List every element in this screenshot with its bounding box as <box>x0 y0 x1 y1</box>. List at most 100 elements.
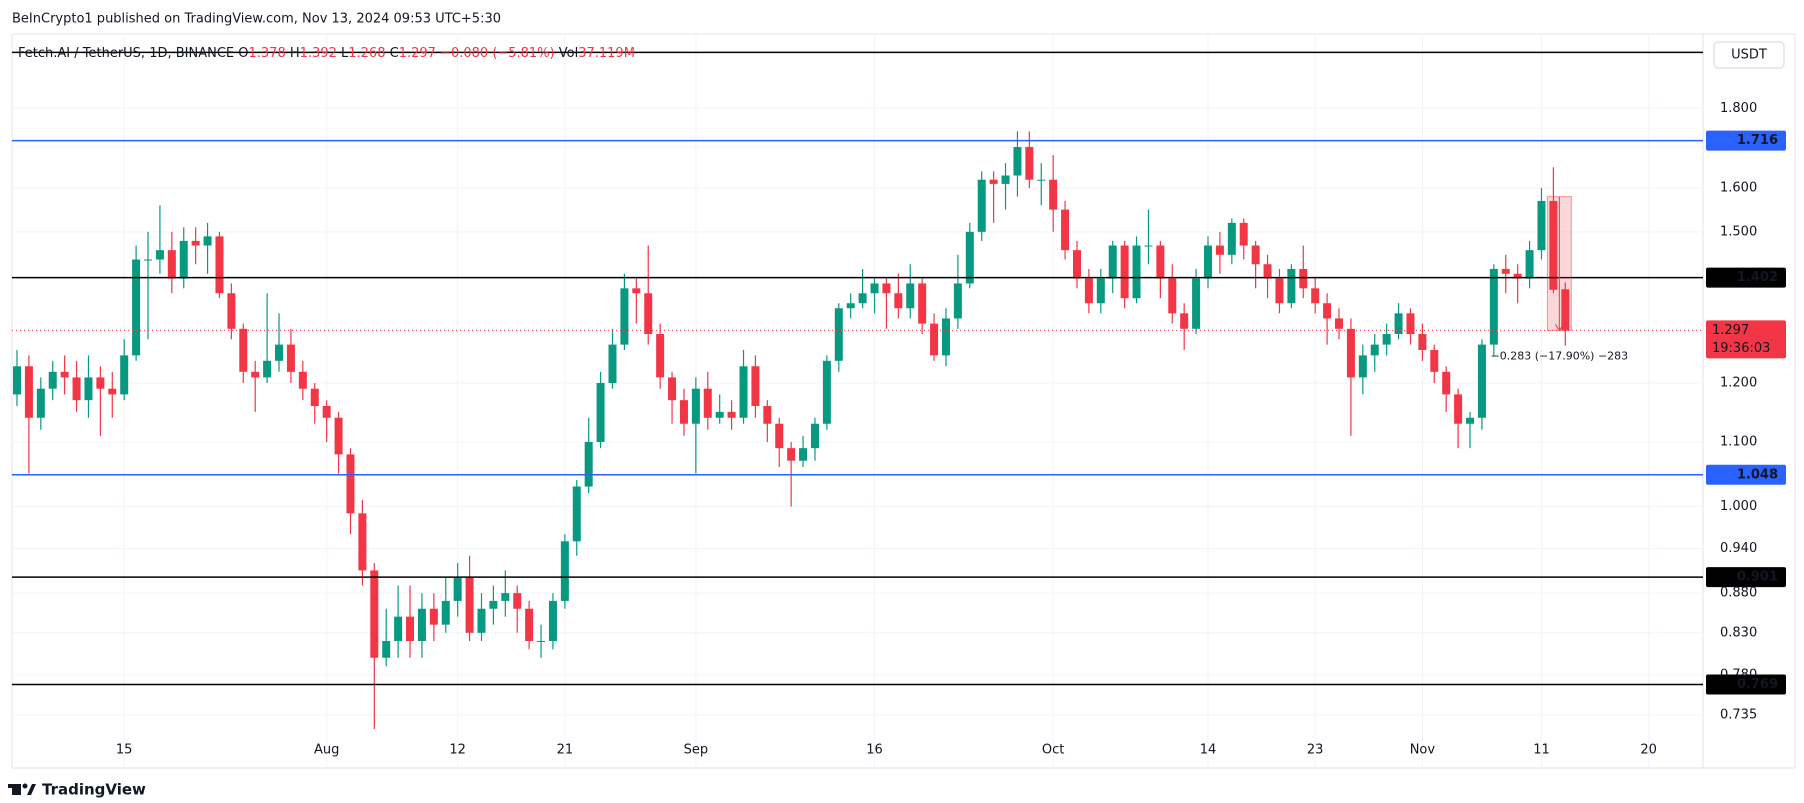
candle-body <box>703 388 712 418</box>
y-tick-label: 0.830 <box>1720 625 1757 640</box>
candle-body <box>548 600 557 642</box>
candle-body <box>763 405 772 424</box>
candle-body <box>584 441 593 487</box>
legend-label: C <box>390 46 399 61</box>
candle-body <box>1180 313 1189 329</box>
candle-body <box>346 454 355 514</box>
candle-body <box>191 240 200 246</box>
candle-body <box>906 283 915 309</box>
candle-body <box>775 423 784 449</box>
x-tick-label: 21 <box>557 743 574 758</box>
x-tick-label: 15 <box>116 743 133 758</box>
candle-body <box>918 283 927 324</box>
candle-body <box>167 250 176 279</box>
candle-body <box>453 577 462 601</box>
level-label: 0.769 <box>1737 677 1778 692</box>
currency[interactable]: USDT <box>1731 48 1767 63</box>
candle-body <box>1192 278 1201 329</box>
level-badge <box>1706 567 1786 588</box>
candle-body <box>251 371 260 378</box>
candle-body <box>1454 394 1463 424</box>
candle-body <box>1370 344 1379 356</box>
candle-body <box>525 608 534 642</box>
candle-body <box>203 236 212 246</box>
candle-body <box>1025 147 1034 180</box>
x-tick-label: 23 <box>1307 743 1324 758</box>
candle-body <box>1489 268 1498 345</box>
candle-body <box>930 323 939 356</box>
x-tick-label: Nov <box>1410 743 1436 758</box>
candle-body <box>1084 278 1093 304</box>
currency-box[interactable] <box>1713 41 1785 69</box>
candle-body <box>1072 250 1081 279</box>
candle-body <box>394 616 403 642</box>
candle-body <box>263 360 272 378</box>
candle-body <box>537 641 546 643</box>
candle-body <box>810 423 819 449</box>
candle-body <box>441 600 450 625</box>
legend-change: −0.080 (−5.81%) <box>440 46 555 61</box>
candle-body <box>1442 371 1451 395</box>
candle-body <box>144 259 153 261</box>
level-label: 1.716 <box>1737 133 1778 148</box>
candle-body <box>1061 209 1070 251</box>
legend-symbol: Fetch.AI / TetherUS, 1D, BINANCE <box>18 46 234 61</box>
candle-body <box>298 371 307 389</box>
y-tick-label: 0.735 <box>1720 708 1757 723</box>
x-tick-label: Oct <box>1042 743 1064 758</box>
candle-body <box>239 328 248 372</box>
x-tick-label: 11 <box>1533 743 1550 758</box>
candle-body <box>1120 245 1129 299</box>
level-label: 1.402 <box>1737 270 1778 285</box>
candle-body <box>310 388 319 406</box>
candle-body <box>1049 179 1058 210</box>
candle-body <box>1323 303 1332 319</box>
candle-body <box>751 366 760 406</box>
y-tick-label: 1.000 <box>1720 499 1757 514</box>
y-tick-label: 1.500 <box>1720 224 1757 239</box>
legend-value: 1.392 <box>300 46 337 61</box>
candle-body <box>1204 245 1212 279</box>
legend: Fetch.AI / TetherUS, 1D, BINANCE O1.378 … <box>18 46 635 61</box>
candle-body <box>227 293 236 329</box>
candle-body <box>1275 278 1284 304</box>
last-price-badge <box>1706 320 1786 359</box>
candle-body <box>668 377 677 401</box>
candle-body <box>465 577 474 633</box>
candle-body <box>275 344 284 361</box>
candle-body <box>1358 355 1367 378</box>
candle-body <box>1346 328 1355 378</box>
candle-body <box>1287 268 1296 304</box>
candle-body <box>799 448 808 461</box>
candle-body <box>1001 175 1010 184</box>
candle-body <box>941 318 950 356</box>
candle-body <box>513 593 522 609</box>
y-tick-label: 1.600 <box>1720 181 1757 196</box>
candle-body <box>334 417 343 455</box>
candle-body <box>953 283 962 319</box>
candle-body <box>1251 245 1260 265</box>
candle-body <box>1430 349 1439 372</box>
y-tick-label: 1.100 <box>1720 434 1757 449</box>
legend-label: H <box>290 46 300 61</box>
candle-body <box>632 288 641 294</box>
x-tick-label: Aug <box>314 743 339 758</box>
candle-body <box>977 179 986 232</box>
candle-body <box>787 448 796 461</box>
x-tick-label: 20 <box>1640 743 1657 758</box>
grid <box>12 34 1703 768</box>
marks <box>13 131 1570 730</box>
countdown: 19:36:03 <box>1712 341 1770 356</box>
candle-body <box>501 593 510 601</box>
x-tick-label: 16 <box>866 743 883 758</box>
candle-body <box>989 179 998 184</box>
candle-body <box>572 486 581 542</box>
candle-body <box>846 303 855 309</box>
candle-body <box>60 371 69 378</box>
candle-body <box>679 400 688 424</box>
measure-arrowhead <box>1554 324 1564 332</box>
candle-body <box>36 388 45 418</box>
candle-body <box>84 377 93 401</box>
